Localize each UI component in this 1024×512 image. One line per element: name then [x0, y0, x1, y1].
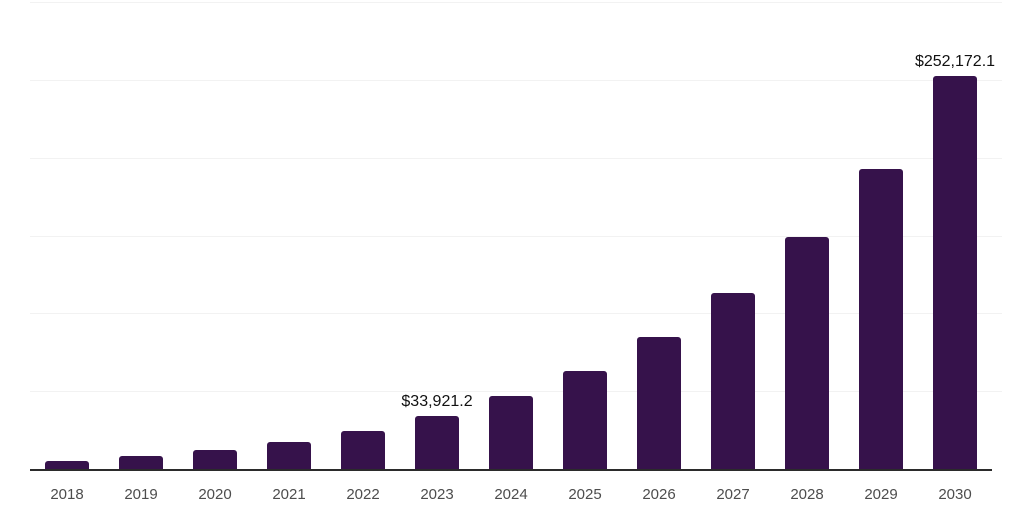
- bar-2019: [119, 455, 163, 469]
- bar-slot-2028: [770, 2, 844, 469]
- x-tick-label-2025: 2025: [568, 486, 602, 503]
- bar-value-label-2023: $33,921.2: [401, 393, 473, 411]
- bar-slot-2020: [178, 2, 252, 469]
- x-tick-label-2030: 2030: [938, 486, 972, 503]
- gridline-150000: [30, 235, 1002, 237]
- plot-area: $33,921.2 $252,172.1: [30, 2, 1002, 471]
- bar-slot-2027: [696, 2, 770, 469]
- x-tick-label-2020: 2020: [198, 486, 232, 503]
- bar-slot-2026: [622, 2, 696, 469]
- x-tick-label-2029: 2029: [864, 486, 898, 503]
- x-tick-label-2027: 2027: [716, 486, 750, 503]
- x-tick-label-2022: 2022: [346, 486, 380, 503]
- x-tick-label-2028: 2028: [790, 486, 824, 503]
- x-axis: 2018 2019 2020 2021 2022 2023 2024 2025 2026 2027…: [30, 473, 992, 512]
- bar-slot-2030: $252,172.1: [915, 2, 995, 469]
- bar-2024: [489, 396, 533, 469]
- bar-2025: [563, 370, 607, 469]
- gridline-300000: [30, 2, 1002, 3]
- bar-2026: [637, 336, 681, 469]
- bar-slot-2018: [30, 2, 104, 469]
- bar-value-label-2030: $252,172.1: [914, 53, 996, 71]
- bar-slot-2022: [326, 2, 400, 469]
- gridline-100000: [30, 313, 1002, 315]
- bar-2029: [859, 168, 903, 469]
- bar-slot-2019: [104, 2, 178, 469]
- x-tick-label-2021: 2021: [272, 486, 306, 503]
- bar-slot-2025: [548, 2, 622, 469]
- bar-slot-2024: [474, 2, 548, 469]
- bar-2028: [785, 237, 829, 469]
- bar-series: $33,921.2 $252,172.1: [30, 2, 995, 469]
- gridline-50000: [30, 391, 1002, 393]
- bar-2018: [45, 460, 89, 469]
- x-tick-label-2026: 2026: [642, 486, 676, 503]
- bar-2023: $33,921.2: [401, 393, 473, 469]
- gridline-200000: [30, 157, 1002, 159]
- bar-slot-2021: [252, 2, 326, 469]
- bar-slot-2023: $33,921.2: [400, 2, 474, 469]
- bar-slot-2029: [844, 2, 918, 469]
- bar-2022: [341, 431, 385, 469]
- x-tick-label-2023: 2023: [420, 486, 454, 503]
- bar-2021: [267, 441, 311, 469]
- x-tick-label-2019: 2019: [124, 486, 158, 503]
- bar-2020: [193, 449, 237, 469]
- bar-2030: $252,172.1: [915, 53, 995, 469]
- gridline-250000: [30, 79, 1002, 81]
- bar-2027: [711, 293, 755, 469]
- x-tick-label-2018: 2018: [50, 486, 84, 503]
- x-tick-label-2024: 2024: [494, 486, 528, 503]
